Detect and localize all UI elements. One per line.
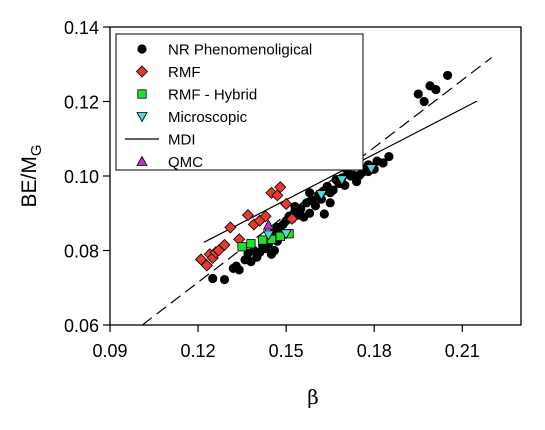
nr-phenomenoligical-point: [269, 245, 279, 256]
x-tick-label: 0.21: [445, 341, 480, 361]
rmf-point: [241, 209, 255, 222]
y-tick-label: 0.10: [64, 167, 99, 187]
nr-phenomenoligical-point: [384, 152, 394, 162]
x-ticks: 0.09 0.12 0.15 0.18 0.21: [92, 325, 480, 361]
data-points: [194, 70, 453, 285]
rmf-point: [224, 221, 237, 234]
microscopic-point: [336, 175, 348, 186]
microscopic-point: [280, 229, 292, 240]
x-tick-label: 0.09: [92, 341, 127, 361]
y-tick-label: 0.06: [64, 316, 99, 336]
nr-phenomenoligical-point: [378, 158, 388, 168]
rmf-hybrid-point: [258, 235, 268, 245]
nr-phenomenoligical-point: [208, 273, 218, 284]
microscopic-point: [365, 164, 377, 175]
nr-phenomenoligical-point: [219, 274, 230, 285]
qmc-point: [262, 219, 275, 230]
x-axis-title: β: [307, 385, 319, 409]
y-axis-title-base: BE/M: [18, 156, 41, 207]
nr-phenomenoligical-point: [310, 201, 321, 211]
y-axis-title-sub: G: [28, 144, 45, 156]
nr-phenomenoligical-point: [296, 204, 306, 214]
y-tick-label: 0.14: [64, 18, 99, 38]
y-axis-title: BE/MG: [18, 144, 45, 207]
legend-label: QMC: [168, 154, 203, 171]
nr-phenomenoligical-point: [431, 84, 441, 95]
y-tick-label: 0.08: [64, 242, 99, 262]
legend-marker-microscopic: [136, 112, 148, 123]
microscopic-point: [262, 230, 275, 241]
svg-text:BE/MG: BE/MG: [18, 144, 45, 207]
nr-phenomenoligical-point: [325, 198, 335, 208]
rmf-hybrid-point: [246, 239, 256, 249]
nr-phenomenoligical-point: [443, 70, 453, 81]
rmf-point: [218, 238, 231, 251]
legend-label: Microscopic: [168, 109, 248, 126]
nr-phenomenoligical-point: [234, 265, 244, 275]
nr-phenomenoligical-point: [305, 208, 315, 218]
legend-marker-rmf-hybrid: [137, 89, 147, 99]
y-tick-label: 0.12: [64, 93, 99, 113]
rmf-point: [259, 210, 272, 223]
rmf-point: [274, 181, 287, 194]
nr-phenomenoligical-point: [319, 209, 329, 219]
legend: NR Phenomenoligical RMF RMF - Hybrid Micros…: [115, 33, 364, 171]
legend-label: NR Phenomenoligical: [168, 42, 312, 59]
y-ticks: 0.06 0.08 0.10 0.12 0.14: [64, 18, 110, 336]
nr-phenomenoligical-point: [419, 96, 429, 107]
rmf-point: [280, 197, 293, 211]
x-tick-label: 0.18: [357, 341, 392, 361]
nr-phenomenoligical-point: [328, 185, 338, 195]
legend-box: [115, 33, 364, 171]
rmf-point: [200, 259, 213, 272]
legend-marker-qmc: [136, 155, 148, 166]
rmf-point: [285, 212, 299, 225]
legend-marker-rmf: [135, 65, 149, 78]
legend-label: MDI: [168, 132, 196, 149]
legend-label: RMF - Hybrid: [168, 87, 257, 104]
x-tick-label: 0.12: [181, 341, 216, 361]
microscopic-point: [315, 190, 328, 201]
rmf-hybrid-point: [237, 242, 247, 252]
plot-frame: [109, 26, 522, 326]
legend-marker-nr-phenomenoligical: [137, 44, 147, 54]
rmf-point: [194, 253, 208, 266]
nr-phenomenoligical-point: [413, 89, 423, 99]
legend-label: RMF: [168, 64, 201, 81]
x-tick-label: 0.15: [269, 341, 304, 361]
